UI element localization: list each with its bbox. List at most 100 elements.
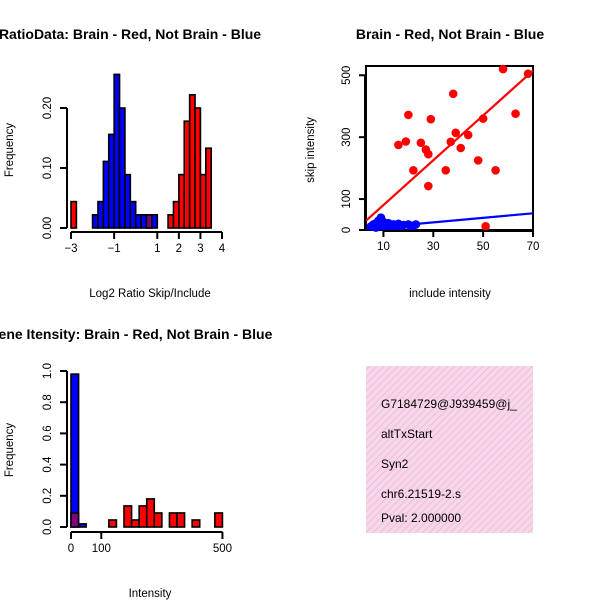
ratio-hist-bar-not-brain bbox=[124, 173, 132, 229]
intensity-hist-y-tick-label: 0.2 bbox=[42, 488, 54, 504]
ratio-hist-bar-not-brain bbox=[97, 200, 105, 229]
ratio-hist-bars bbox=[70, 73, 213, 229]
ratio-hist-x-tick-label: 1 bbox=[154, 243, 160, 255]
ratio-hist-bar-brain bbox=[178, 173, 186, 229]
brain-point bbox=[401, 137, 411, 146]
scatter-frame bbox=[365, 65, 534, 231]
intensity-hist-y-tick-label: 0.4 bbox=[42, 456, 54, 473]
intensity-hist-x-tick-label: 500 bbox=[213, 543, 232, 555]
ratio-hist-x-axis: −3 −1 1 2 3 4 bbox=[64, 231, 226, 255]
intensity-hist-x-axis: 0 100 500 bbox=[68, 531, 232, 555]
brain-point bbox=[394, 140, 403, 150]
ratio-hist-bar-not-brain bbox=[102, 160, 110, 229]
ratio-hist-bar-not-brain bbox=[107, 133, 115, 229]
brain-point bbox=[463, 130, 473, 140]
brain-point bbox=[523, 69, 533, 79]
intensity-hist-bar-brain bbox=[123, 505, 133, 528]
scatter-y-tick-label: 100 bbox=[341, 189, 353, 208]
info-event-id: G7184729@J939459@j_ bbox=[381, 397, 517, 411]
ratio-hist-x-tick-label: 4 bbox=[219, 243, 226, 255]
brain-point bbox=[426, 114, 436, 124]
brain-point bbox=[498, 64, 508, 74]
ratio-hist-bar-brain bbox=[194, 107, 202, 229]
scatter-x-tick-label: 50 bbox=[477, 241, 490, 253]
brain-point bbox=[451, 128, 461, 138]
ratio-hist-y-axis: 0.00 0.10 0.20 bbox=[42, 97, 68, 239]
intensity-hist-ylabel: Frequency bbox=[4, 423, 16, 478]
intensity-hist-bar-brain bbox=[153, 512, 163, 528]
ratio-hist-y-tick-label: 0.10 bbox=[42, 157, 54, 179]
info-gene: Syn2 bbox=[381, 457, 409, 471]
ratio-hist-bar-brain bbox=[205, 147, 213, 229]
brain-point bbox=[473, 156, 483, 165]
brain-point bbox=[404, 110, 413, 120]
ratio-hist-bar-brain bbox=[70, 200, 78, 229]
brain-point bbox=[511, 109, 520, 118]
ratio-hist-y-tick-label: 0.00 bbox=[42, 217, 54, 239]
scatter-ylabel: skip intensity bbox=[305, 117, 317, 183]
info-location: chr6.21519-2.s bbox=[381, 487, 461, 501]
scatter-x-tick-label: 30 bbox=[427, 241, 440, 253]
intensity-hist-bar-brain bbox=[108, 519, 118, 528]
scatter-title: Brain - Red, Not Brain - Blue bbox=[356, 26, 544, 42]
intensity-hist-x-tick-label: 0 bbox=[68, 543, 74, 555]
info-panel-background bbox=[366, 366, 533, 533]
intensity-hist-y-tick-label: 0.6 bbox=[42, 425, 54, 441]
info-panel: G7184729@J939459@j_ altTxStart Syn2 chr6… bbox=[366, 366, 533, 533]
intensity-hist-bar-brain bbox=[176, 512, 186, 528]
scatter-points bbox=[366, 64, 533, 232]
intensity-hist-bar-brain bbox=[214, 512, 224, 528]
brain-point bbox=[409, 165, 418, 175]
ratio-hist-bar-not-brain bbox=[113, 73, 121, 229]
intensity-hist-x-tick-label: 100 bbox=[92, 543, 111, 555]
scatter-xlabel: include intensity bbox=[409, 288, 491, 300]
brain-point bbox=[481, 221, 490, 231]
intensity-hist-y-tick-label: 1.0 bbox=[42, 363, 54, 379]
brain-point bbox=[446, 137, 456, 147]
brain-point bbox=[491, 165, 500, 175]
ratio-hist-bar-brain bbox=[172, 200, 180, 229]
ratio-hist-bar-not-brain bbox=[151, 214, 159, 229]
brain-point bbox=[424, 149, 433, 159]
intensity-hist-y-tick-label: 0.8 bbox=[42, 394, 54, 410]
brain-point bbox=[448, 89, 458, 99]
ratio-histogram-panel: RatioData: Brain - Red, Not Brain - Blue… bbox=[0, 26, 261, 300]
info-event-type: altTxStart bbox=[381, 427, 433, 441]
intensity-hist-xlabel: Intensity bbox=[129, 588, 172, 600]
scatter-y-tick-label: 500 bbox=[341, 66, 353, 85]
intensity-hist-bar-brain bbox=[168, 512, 178, 528]
scatter-panel: Brain - Red, Not Brain - Blue 10 30 50 70 0… bbox=[305, 26, 544, 300]
ratio-hist-xlabel: Log2 Ratio Skip/Include bbox=[89, 288, 210, 300]
ratio-hist-y-tick-label: 0.20 bbox=[42, 97, 54, 119]
scatter-y-axis: 0 100 300 500 bbox=[341, 66, 366, 233]
ratio-hist-bar-not-brain bbox=[140, 214, 148, 229]
ratio-hist-bar-brain bbox=[183, 120, 191, 229]
ratio-hist-bar-brain bbox=[167, 214, 175, 229]
ratio-hist-bar-not-brain bbox=[91, 214, 99, 229]
ratio-hist-bar-brain bbox=[199, 173, 207, 229]
intensity-hist-bar-brain bbox=[191, 519, 201, 528]
scatter-x-tick-label: 10 bbox=[377, 241, 390, 253]
intensity-hist-bar bbox=[70, 373, 80, 528]
intensity-hist-bar-brain bbox=[145, 498, 156, 528]
intensity-hist-bar-not-brain bbox=[77, 523, 87, 528]
info-pval: Pval: 2.000000 bbox=[381, 511, 461, 525]
ratio-hist-x-tick-label: 2 bbox=[176, 243, 182, 255]
ratio-hist-bar-not-brain bbox=[129, 200, 137, 229]
brain-point bbox=[424, 181, 433, 191]
scatter-x-axis: 10 30 50 70 bbox=[377, 230, 540, 253]
scatter-y-tick-label: 300 bbox=[341, 128, 353, 147]
brain-point bbox=[456, 143, 466, 153]
brain-point bbox=[416, 138, 426, 148]
ratio-hist-title: RatioData: Brain - Red, Not Brain - Blue bbox=[0, 26, 261, 42]
intensity-hist-y-axis: 0.0 0.2 0.4 0.6 0.8 1.0 bbox=[42, 363, 68, 535]
scatter-x-tick-label: 70 bbox=[527, 241, 540, 253]
ratio-hist-x-tick-label: −1 bbox=[108, 243, 121, 255]
brain-point bbox=[441, 165, 451, 175]
intensity-hist-bars bbox=[70, 373, 224, 528]
intensity-hist-y-tick-label: 0.0 bbox=[42, 519, 54, 535]
ratio-hist-bar-not-brain bbox=[118, 107, 126, 229]
ratio-hist-bar-overlap bbox=[145, 214, 153, 229]
intensity-hist-title: Gene Itensity: Brain - Red, Not Brain - … bbox=[0, 326, 273, 342]
